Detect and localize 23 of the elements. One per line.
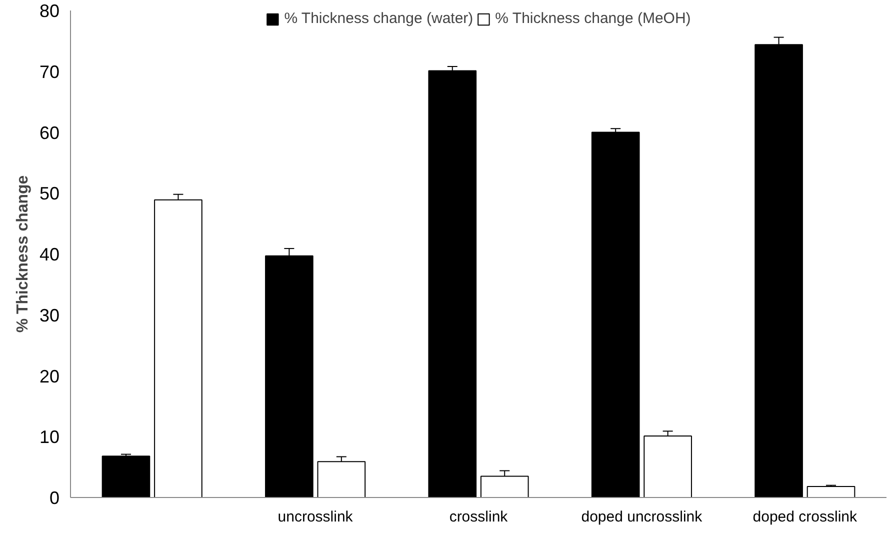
bar: [317, 461, 366, 498]
y-tick-label: 20: [39, 366, 60, 386]
y-tick-label: 60: [39, 122, 60, 143]
x-tick-label: uncrosslink: [278, 508, 354, 526]
y-tick-label: 0: [49, 488, 60, 508]
x-tick-label: doped uncrosslink: [581, 508, 703, 526]
y-tick-label: 30: [39, 305, 60, 326]
x-tick-label: doped crosslink: [752, 508, 858, 526]
y-tick-label: 10: [39, 427, 60, 448]
bar: [154, 199, 202, 498]
bar: [806, 486, 856, 498]
y-tick-label: 80: [39, 1, 60, 21]
x-tick-label: crosslink: [449, 508, 508, 526]
legend-label: % Thickness change (water): [284, 10, 474, 27]
bar: [102, 456, 150, 498]
legend-label: % Thickness change (MeOH): [495, 10, 691, 27]
y-tick-label: 50: [39, 184, 60, 204]
y-axis-title: % Thickness change: [14, 175, 32, 333]
y-tick-label: 70: [39, 62, 60, 82]
bar: [644, 436, 692, 498]
bar: [591, 132, 640, 498]
y-tick-label: 40: [39, 244, 60, 264]
bar: [428, 70, 477, 498]
